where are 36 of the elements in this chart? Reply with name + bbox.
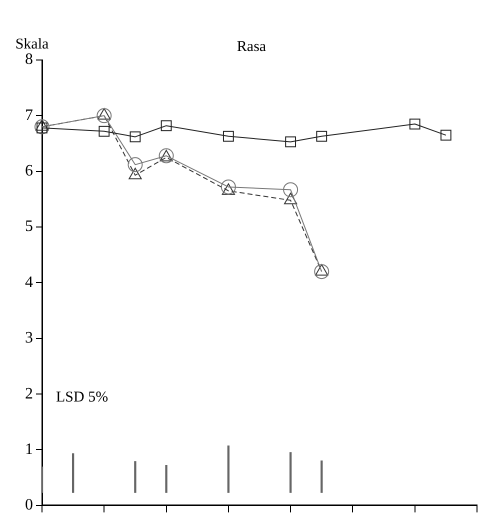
annotation: LSD 5% [56, 390, 108, 406]
bar [289, 452, 292, 493]
y-tick-label: 7 [25, 106, 33, 124]
point [409, 118, 420, 130]
chart-title: Rasa [236, 38, 266, 55]
y-tick-label: 0 [25, 496, 33, 514]
bar [165, 464, 168, 493]
point [128, 168, 142, 180]
bar [227, 446, 230, 493]
point [222, 183, 235, 195]
y-tick-label: 5 [25, 218, 33, 236]
point [284, 192, 298, 204]
point [440, 130, 452, 141]
bar [320, 460, 323, 493]
point [283, 182, 298, 198]
point [160, 120, 172, 132]
point [316, 130, 328, 142]
point [98, 126, 110, 137]
point [220, 179, 236, 194]
point [314, 264, 330, 280]
point [128, 157, 143, 172]
y-tick-label: 8 [25, 51, 33, 68]
point [130, 131, 141, 142]
point [34, 119, 50, 134]
y-tick-label: 6 [25, 162, 33, 180]
bar [134, 461, 136, 493]
y-tick-label: 3 [25, 330, 33, 347]
bar [72, 453, 74, 493]
point [285, 136, 296, 148]
y-tick-label: 1 [25, 440, 33, 458]
point [222, 130, 234, 142]
point [315, 264, 328, 276]
y-tick-label: 4 [25, 274, 33, 291]
y-axis-title: Skala [15, 36, 50, 52]
point [96, 108, 112, 124]
y-tick-label: 2 [25, 385, 33, 402]
